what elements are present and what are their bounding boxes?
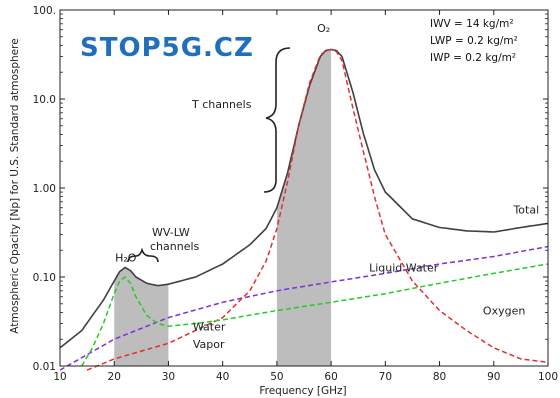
series-label-liquid-water: Liquid Water [369,262,439,275]
axis-ticks: 10 20 30 40 50 60 70 80 90 100 0.01 0.10 1.00 10.0 100… [33,5,558,383]
x-tick-label: 30 [162,371,175,383]
series-label-oxygen: Oxygen [483,304,525,317]
series-label-vapor: Vapor [193,338,225,351]
x-tick-label: 70 [379,371,392,383]
series-water-vapor [81,263,549,367]
t-channels-label: T channels [191,98,252,111]
series-oxygen [86,48,549,371]
param-iwv: IWV = 14 kg/m² [430,18,514,30]
wvlw-channels-label-line2: channels [150,240,200,253]
series-labels: Total Liquid Water Oxygen Water Vapor [193,203,539,351]
x-tick-label: 100 [538,371,558,383]
x-tick-label: 40 [216,371,229,383]
x-tick-label: 20 [108,371,121,383]
x-tick-label: 60 [324,371,337,383]
shaded-band-0 [114,267,169,366]
y-tick-label: 10.0 [33,94,56,106]
wvlw-channels-label-line1: WV-LW [152,226,190,239]
y-tick-label: 0.01 [33,361,56,373]
x-axis-title: Frequency [GHz] [259,385,346,397]
x-tick-label: 10 [53,371,66,383]
x-tick-label: 80 [433,371,446,383]
series-liquid-water [59,245,549,371]
param-lwp: LWP = 0.2 kg/m² [430,35,518,47]
watermark-logo: STOP5G.CZ [80,33,254,63]
wvlw-channels-brace [127,247,159,263]
x-tick-label: 50 [270,371,283,383]
series-label-water: Water [193,321,226,334]
h2o-label: H₂O [115,251,137,264]
series-layer [59,48,549,371]
y-axis-title: Atmospheric Opacity [Np] for U.S. Standa… [9,38,21,333]
o2-label: O₂ [317,22,330,35]
shaded-bands [114,49,332,367]
series-total [59,48,549,349]
series-label-total: Total [512,203,539,216]
t-channels-brace [263,47,291,193]
y-tick-label: 100. [33,5,56,17]
param-iwp: IWP = 0.2 kg/m² [430,52,516,64]
y-tick-label: 0.10 [33,272,56,284]
shaded-band-1 [276,49,332,367]
x-tick-label: 90 [487,371,500,383]
y-tick-label: 1.00 [33,183,56,195]
